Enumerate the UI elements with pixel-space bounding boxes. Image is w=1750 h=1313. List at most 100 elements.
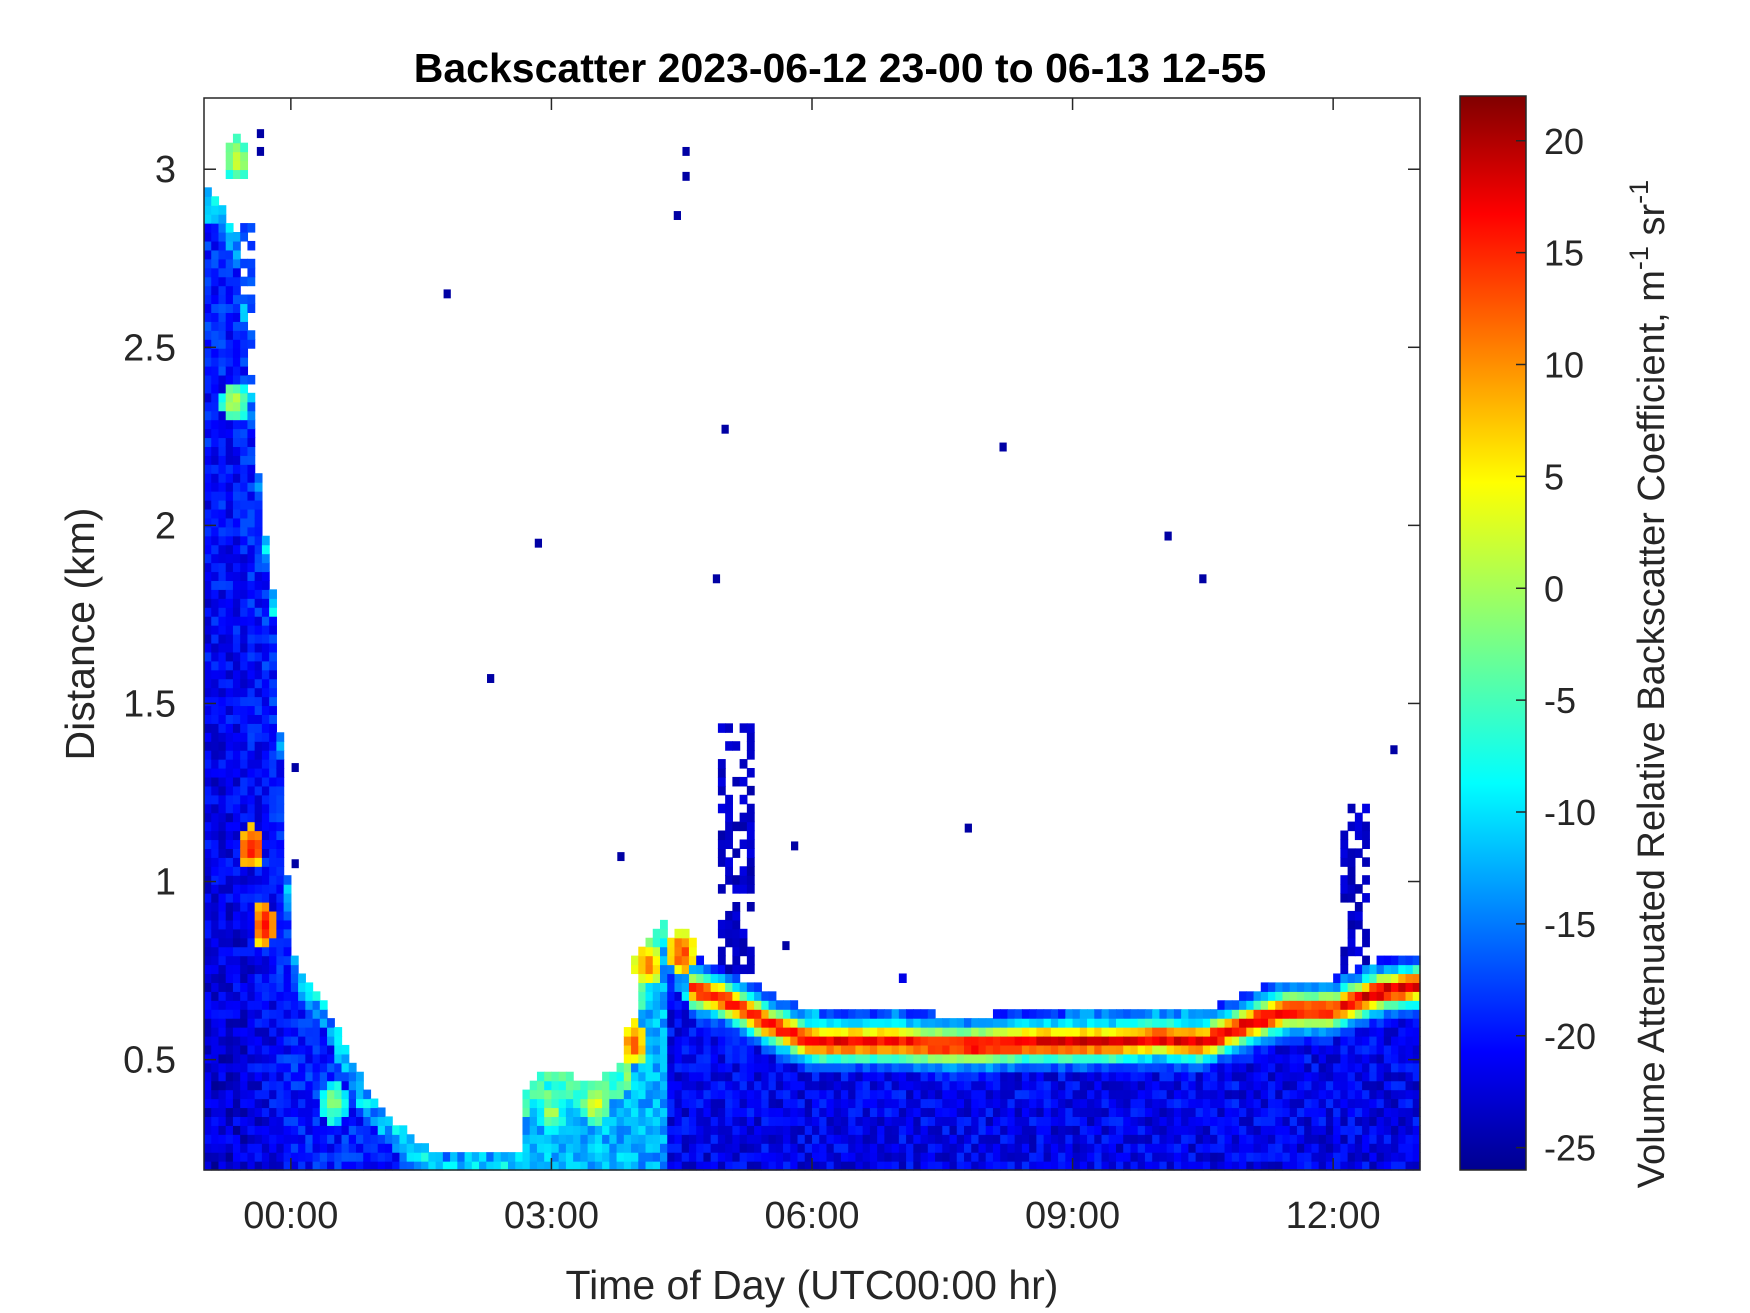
heatmap-cell xyxy=(573,1080,581,1091)
heatmap-cell xyxy=(1130,1134,1139,1144)
heatmap-cell xyxy=(1116,1053,1124,1064)
heatmap-cell xyxy=(652,991,661,1001)
heatmap-cell xyxy=(725,1116,733,1126)
heatmap-cell xyxy=(283,928,292,939)
heatmap-cell xyxy=(1311,1143,1320,1153)
heatmap-cell xyxy=(1253,1000,1262,1010)
heatmap-cell xyxy=(1412,1134,1421,1144)
heatmap-cell xyxy=(1275,982,1284,992)
heatmap-cell xyxy=(240,258,249,269)
heatmap-cell xyxy=(327,1116,335,1126)
heatmap-cell xyxy=(276,1009,285,1019)
heatmap-plot-area xyxy=(204,129,1421,1171)
heatmap-cell xyxy=(1347,1125,1356,1135)
heatmap-cell xyxy=(211,1089,220,1100)
heatmap-cell xyxy=(1369,982,1378,992)
heatmap-cell xyxy=(645,1098,654,1109)
heatmap-cell xyxy=(790,1116,799,1126)
heatmap-cell xyxy=(1202,1062,1211,1073)
heatmap-cell xyxy=(638,1000,647,1010)
heatmap-cell xyxy=(261,1152,270,1162)
heatmap-cell xyxy=(269,625,277,635)
heatmap-cell xyxy=(681,1080,690,1091)
heatmap-cell xyxy=(732,1036,741,1046)
heatmap-cell xyxy=(254,535,263,546)
heatmap-cell xyxy=(797,1152,806,1162)
heatmap-cell xyxy=(1362,1062,1370,1073)
heatmap-cell xyxy=(240,651,249,662)
heatmap-cell xyxy=(305,1027,314,1037)
heatmap-cell xyxy=(783,1062,791,1073)
heatmap-cell xyxy=(725,1053,733,1064)
heatmap-cell xyxy=(1123,1116,1132,1126)
heatmap-cell xyxy=(660,1027,668,1037)
heatmap-cell xyxy=(211,1134,220,1144)
heatmap-cell xyxy=(529,1125,538,1135)
heatmap-cell xyxy=(529,1116,538,1126)
heatmap-cell xyxy=(732,1027,741,1037)
heatmap-cell xyxy=(717,919,726,930)
heatmap-cell xyxy=(594,1089,603,1100)
heatmap-cell xyxy=(587,1134,596,1144)
heatmap-cell xyxy=(985,1134,994,1144)
heatmap-cell xyxy=(1246,1071,1255,1082)
heatmap-cell xyxy=(232,473,241,483)
heatmap-cell xyxy=(725,919,733,930)
heatmap-cell xyxy=(906,1018,914,1028)
heatmap-cell xyxy=(935,1018,943,1028)
heatmap-cell xyxy=(1094,1036,1103,1046)
heatmap-cell xyxy=(232,1018,241,1028)
heatmap-cell xyxy=(833,1027,842,1037)
heatmap-cell xyxy=(804,1134,813,1144)
heatmap-cell xyxy=(1391,964,1399,975)
heatmap-cell xyxy=(254,1027,263,1037)
heatmap-cell xyxy=(1398,1125,1407,1135)
heatmap-cell xyxy=(334,1143,343,1153)
heatmap-cell xyxy=(840,1071,849,1082)
heatmap-cell xyxy=(1188,1107,1197,1117)
heatmap-cell xyxy=(1195,1125,1204,1135)
heatmap-cell xyxy=(218,562,227,573)
heatmap-cell xyxy=(920,1018,929,1028)
heatmap-cell xyxy=(276,759,285,769)
heatmap-cell xyxy=(204,732,212,742)
heatmap-cell xyxy=(638,1143,647,1153)
heatmap-cell xyxy=(225,669,234,680)
heatmap-cell xyxy=(240,571,249,581)
heatmap-cell xyxy=(1362,1009,1370,1019)
heatmap-cell xyxy=(1362,1161,1370,1171)
heatmap-cell xyxy=(204,366,212,376)
heatmap-cell xyxy=(848,1152,857,1162)
heatmap-cell xyxy=(536,1098,545,1109)
heatmap-cell xyxy=(225,303,234,313)
heatmap-cell xyxy=(247,1098,256,1109)
heatmap-cell xyxy=(254,830,263,841)
heatmap-cell xyxy=(775,1027,784,1037)
heatmap-cell xyxy=(348,1161,357,1171)
heatmap-cell xyxy=(645,1116,654,1126)
heatmap-cell xyxy=(1362,973,1370,983)
heatmap-cell xyxy=(1043,1152,1052,1162)
heatmap-cell xyxy=(848,1098,857,1109)
heatmap-cell xyxy=(594,1143,603,1153)
heatmap-cell xyxy=(283,902,292,912)
heatmap-cell xyxy=(565,1080,574,1091)
heatmap-cell xyxy=(290,1107,299,1117)
heatmap-cell xyxy=(1289,991,1298,1001)
heatmap-cell xyxy=(804,1098,813,1109)
colorbar-tick-label: -5 xyxy=(1544,680,1576,721)
heatmap-cell xyxy=(225,1098,234,1109)
heatmap-cell xyxy=(949,1161,958,1171)
heatmap-cell xyxy=(768,1134,777,1144)
heatmap-cell xyxy=(1268,1036,1276,1046)
heatmap-cell xyxy=(204,973,212,983)
heatmap-cell xyxy=(660,1116,668,1126)
heatmap-cell xyxy=(218,705,227,715)
heatmap-cell xyxy=(1347,1018,1356,1028)
heatmap-cell xyxy=(269,687,277,698)
heatmap-cell xyxy=(935,1080,943,1091)
heatmap-cell xyxy=(645,1018,654,1028)
heatmap-cell xyxy=(218,964,227,975)
heatmap-cell xyxy=(1094,1071,1103,1082)
colorbar-tick-label: 10 xyxy=(1544,345,1584,386)
